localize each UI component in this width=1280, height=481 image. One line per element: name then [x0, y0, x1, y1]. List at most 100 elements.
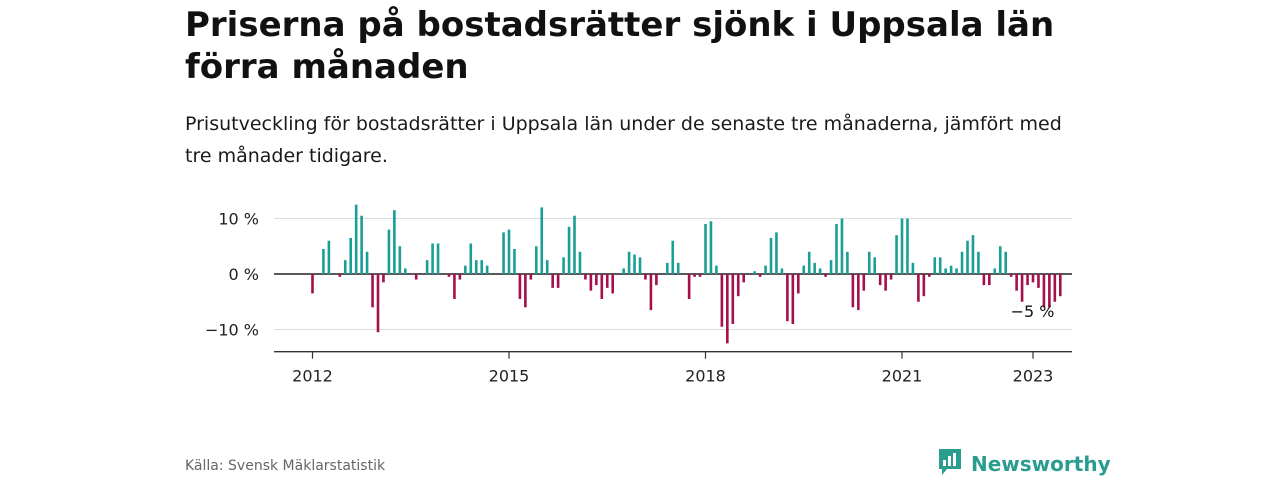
bar	[758, 274, 762, 277]
source-note: Källa: Svensk Mäklarstatistik	[185, 458, 386, 474]
bar	[704, 224, 707, 274]
bar	[524, 274, 527, 308]
bar	[857, 274, 860, 311]
bar	[349, 237, 353, 274]
bar	[1053, 274, 1057, 302]
bar	[1009, 274, 1013, 277]
bar	[578, 251, 582, 274]
bar	[900, 218, 904, 274]
bar	[1037, 274, 1040, 288]
bar	[917, 274, 920, 302]
annotation-label: −5 %	[1011, 302, 1055, 321]
bar	[513, 249, 516, 274]
bar	[824, 274, 827, 277]
bar	[545, 260, 549, 274]
bar	[371, 274, 374, 308]
bar	[540, 207, 544, 274]
bar	[769, 237, 773, 274]
bar	[600, 274, 604, 299]
bar	[736, 274, 740, 297]
bar	[884, 274, 887, 291]
x-tick-label: 2023	[1013, 367, 1054, 386]
bar	[633, 254, 636, 274]
bar	[780, 268, 784, 274]
bar	[627, 251, 631, 274]
bar	[567, 226, 571, 274]
y-tick-label: −10 %	[205, 321, 259, 340]
bar	[453, 274, 456, 299]
bar	[1015, 274, 1018, 291]
bar	[742, 274, 746, 283]
bar	[993, 268, 997, 274]
bar	[687, 274, 691, 299]
bar	[584, 274, 587, 280]
bar	[693, 274, 696, 277]
bar	[655, 274, 658, 286]
bar	[611, 274, 615, 294]
bar	[398, 246, 402, 274]
bar	[998, 246, 1002, 274]
bar	[622, 268, 625, 274]
bar	[644, 274, 647, 280]
bar	[796, 274, 800, 294]
chart-subtitle: Prisutveckling för bostadsrätter i Uppsa…	[185, 113, 1062, 167]
bar	[469, 243, 473, 274]
bar	[698, 274, 702, 277]
bar	[485, 265, 489, 274]
bar	[638, 257, 642, 274]
x-tick-label: 2021	[882, 367, 923, 386]
bar	[955, 268, 958, 274]
bar	[835, 224, 838, 274]
tick-labels: 10 % 0 % −10 % 2012 2015 2018 2021 2023 −5 %	[205, 210, 1055, 386]
x-tick-label: 2012	[292, 367, 333, 386]
bar	[1031, 274, 1035, 283]
bar	[878, 274, 882, 286]
bar	[562, 257, 565, 274]
bar	[502, 232, 505, 274]
bar	[873, 257, 877, 274]
bar	[414, 274, 418, 280]
bar	[982, 274, 986, 286]
bar	[867, 251, 871, 274]
bar	[938, 257, 942, 274]
bar	[387, 229, 391, 274]
bar	[966, 240, 969, 274]
bar	[360, 215, 363, 274]
y-tick-label: 0 %	[229, 265, 259, 284]
bar	[458, 274, 462, 280]
bar	[851, 274, 855, 308]
bar	[534, 246, 538, 274]
bar	[529, 274, 533, 280]
bar	[425, 260, 429, 274]
bar	[813, 262, 816, 274]
bar	[382, 274, 385, 283]
bar	[671, 240, 675, 274]
bar	[846, 251, 849, 274]
bar	[403, 268, 407, 274]
bar	[480, 260, 484, 274]
bar	[949, 265, 953, 274]
bar	[895, 235, 898, 274]
bars	[311, 204, 1062, 344]
brand-logo[interactable]: Newsworthy	[937, 447, 1111, 481]
bar	[393, 210, 396, 274]
bar	[786, 274, 789, 322]
bar	[829, 260, 833, 274]
bar	[327, 240, 331, 274]
bar	[977, 251, 980, 274]
bar	[464, 265, 467, 274]
bar	[365, 251, 369, 274]
bar	[338, 274, 342, 277]
bar	[818, 268, 822, 274]
bar	[944, 268, 947, 274]
bar	[709, 221, 713, 274]
bar	[988, 274, 991, 286]
bar	[1048, 274, 1051, 308]
bar	[507, 229, 511, 274]
bar	[1042, 274, 1046, 308]
bar-chart: 10 % 0 % −10 % 2012 2015 2018 2021 2023 −5 %	[205, 204, 1072, 386]
bar	[889, 274, 893, 280]
y-tick-label: 10 %	[218, 210, 259, 229]
bar	[518, 274, 522, 299]
bar	[1004, 251, 1008, 274]
